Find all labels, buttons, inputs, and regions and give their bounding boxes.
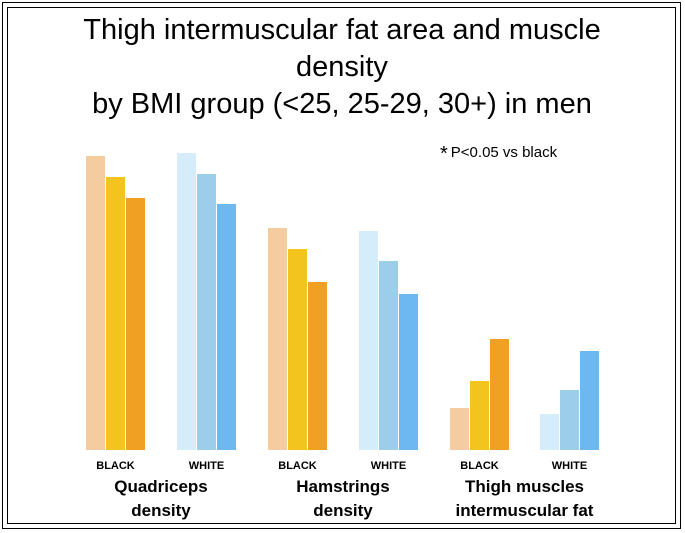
group-label-2-line-0: Thigh muscles: [465, 477, 584, 496]
subgroup-label-0-0: BLACK: [96, 460, 135, 472]
inner-frame: [7, 7, 676, 524]
bar-0-1-0: [177, 153, 196, 450]
bar-2-1-0: [540, 414, 559, 450]
subgroup-label-1-1: WHITE: [371, 460, 406, 472]
bar-2-1-1: [560, 390, 579, 450]
bar-0-0-1: [106, 177, 125, 450]
bar-1-0-2: [308, 282, 327, 450]
subgroup-label-1-0: BLACK: [278, 460, 317, 472]
title-line-1: Thigh intermuscular fat area and muscle: [83, 14, 601, 46]
bar-1-1-1: [379, 261, 398, 450]
subgroup-label-2-0: BLACK: [460, 460, 499, 472]
significance-text: P<0.05 vs black: [450, 144, 558, 161]
bar-1-0-1: [288, 249, 307, 450]
significance-star: *: [440, 143, 448, 165]
group-label-2-line-1: intermuscular fat: [456, 501, 594, 520]
bar-0-1-2: [217, 204, 236, 450]
bar-1-1-2: [399, 294, 418, 450]
bar-0-0-0: [86, 156, 105, 450]
bar-0-1-1: [197, 174, 216, 450]
group-label-1-line-0: Hamstrings: [296, 477, 390, 496]
bar-2-0-2: [490, 339, 509, 450]
subgroup-label-0-1: WHITE: [189, 460, 224, 472]
bar-2-0-0: [450, 408, 469, 450]
group-label-0-line-0: Quadriceps: [114, 477, 208, 496]
subgroup-label-2-1: WHITE: [552, 460, 587, 472]
bar-1-1-0: [359, 231, 378, 450]
title-line-3: by BMI group (<25, 25-29, 30+) in men: [92, 88, 592, 120]
chart-title: Thigh intermuscular fat area and muscle …: [12, 12, 672, 123]
bar-2-0-1: [470, 381, 489, 450]
group-label-0-line-1: density: [131, 501, 191, 520]
significance-note: * P<0.05 vs black: [440, 140, 558, 165]
bar-1-0-0: [268, 228, 287, 450]
bar-0-0-2: [126, 198, 145, 450]
title-line-2: density: [296, 51, 388, 83]
group-label-1-line-1: density: [313, 501, 373, 520]
bar-2-1-2: [580, 351, 599, 450]
